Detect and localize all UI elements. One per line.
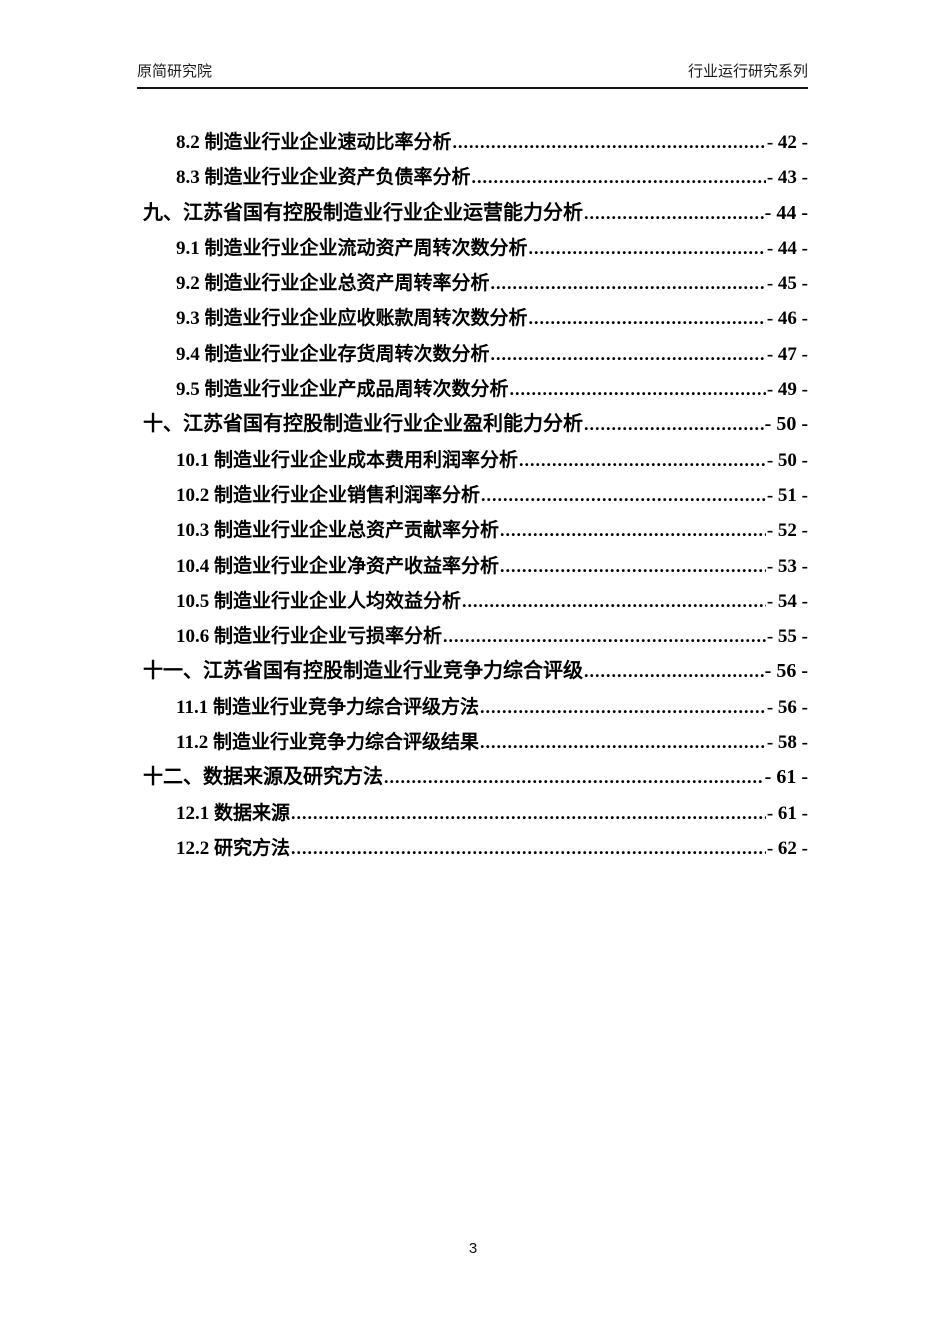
toc-entry-label: 10.1 制造业行业企业成本费用利润率分析 <box>176 449 519 471</box>
toc-leader-dots <box>472 160 766 195</box>
toc-entry[interactable]: 10.6 制造业行业企业亏损率分析 - 55 - <box>143 619 808 654</box>
toc-entry-label: 9.2 制造业行业企业总资产周转率分析 <box>176 273 490 295</box>
toc-entry-page: - 61 - <box>766 802 808 824</box>
toc-entry-label: 9.1 制造业行业企业流动资产周转次数分析 <box>176 237 528 259</box>
toc-entry[interactable]: 10.2 制造业行业企业销售利润率分析 - 51 - <box>143 478 808 513</box>
toc-leader-dots <box>529 301 766 336</box>
toc-entry-page: - 53 - <box>766 555 808 577</box>
toc-leader-dots <box>500 549 766 584</box>
toc-entry-page: - 49 - <box>766 379 808 401</box>
toc-entry[interactable]: 10.3 制造业行业企业总资产贡献率分析 - 52 - <box>143 513 808 548</box>
toc-entry-label: 10.3 制造业行业企业总资产贡献率分析 <box>176 520 500 542</box>
toc-entry[interactable]: 10.1 制造业行业企业成本费用利润率分析 - 50 - <box>143 443 808 478</box>
toc-leader-dots <box>500 513 766 548</box>
toc-entry[interactable]: 11.2 制造业行业竞争力综合评级结果 - 58 - <box>143 725 808 760</box>
toc-entry[interactable]: 9.2 制造业行业企业总资产周转率分析 - 45 - <box>143 266 808 301</box>
toc-entry-label: 9.5 制造业行业企业产成品周转次数分析 <box>176 379 509 401</box>
toc-leader-dots <box>384 760 764 795</box>
header-left-text: 原简研究院 <box>137 63 213 80</box>
toc-entry-label: 10.5 制造业行业企业人均效益分析 <box>176 590 462 612</box>
toc-entry-label: 九、江苏省国有控股制造业行业企业运营能力分析 <box>143 201 583 224</box>
toc-entry[interactable]: 十、江苏省国有控股制造业行业企业盈利能力分析 - 50 - <box>143 407 808 442</box>
toc-leader-dots <box>291 831 766 866</box>
toc-entry-label: 11.1 制造业行业竞争力综合评级方法 <box>176 696 479 718</box>
toc-leader-dots <box>491 337 766 372</box>
toc-entry-page: - 44 - <box>766 237 808 259</box>
toc-leader-dots <box>291 796 766 831</box>
toc-entry-page: - 54 - <box>766 590 808 612</box>
toc-entry-page: - 46 - <box>766 308 808 330</box>
toc-leader-dots <box>491 266 766 301</box>
toc-entry-page: - 50 - <box>766 449 808 471</box>
toc-leader-dots <box>453 125 766 160</box>
page-number: 3 <box>468 1240 478 1257</box>
toc-leader-dots <box>584 196 764 231</box>
toc-entry-label: 10.2 制造业行业企业销售利润率分析 <box>176 484 481 506</box>
toc-entry[interactable]: 9.4 制造业行业企业存货周转次数分析 - 47 - <box>143 337 808 372</box>
toc-entry[interactable]: 11.1 制造业行业竞争力综合评级方法 - 56 - <box>143 690 808 725</box>
toc-entry-label: 11.2 制造业行业竞争力综合评级结果 <box>176 732 479 754</box>
toc-entry-page: - 44 - <box>764 201 808 224</box>
toc-entry-label: 十一、江苏省国有控股制造业行业竞争力综合评级 <box>143 660 583 683</box>
toc-leader-dots <box>584 654 764 689</box>
header-divider <box>137 87 808 89</box>
page-header: 原简研究院 行业运行研究系列 <box>137 60 808 81</box>
toc-leader-dots <box>443 619 766 654</box>
page-footer: 3 <box>0 1240 946 1257</box>
toc-entry-label: 8.2 制造业行业企业速动比率分析 <box>176 132 452 153</box>
toc-entry-label: 10.4 制造业行业企业净资产收益率分析 <box>176 555 500 577</box>
toc-entry-label: 10.6 制造业行业企业亏损率分析 <box>176 626 443 648</box>
toc-entry[interactable]: 十一、江苏省国有控股制造业行业竞争力综合评级 - 56 - <box>143 654 808 689</box>
toc-entry[interactable]: 8.2 制造业行业企业速动比率分析 - 42 - <box>143 125 808 160</box>
toc-entry-label: 8.3 制造业行业企业资产负债率分析 <box>176 167 471 189</box>
toc-entry-page: - 55 - <box>766 626 808 648</box>
toc-entry-page: - 45 - <box>766 273 808 295</box>
toc-leader-dots <box>480 690 766 725</box>
toc-entry-page: - 61 - <box>764 766 808 789</box>
toc-entry-label: 9.4 制造业行业企业存货周转次数分析 <box>176 343 490 365</box>
toc-entry-page: - 52 - <box>766 520 808 542</box>
toc-entry[interactable]: 12.1 数据来源 - 61 - <box>143 796 808 831</box>
toc-entry[interactable]: 12.2 研究方法 - 62 - <box>143 831 808 866</box>
toc-entry-label: 9.3 制造业行业企业应收账款周转次数分析 <box>176 308 528 330</box>
toc-entry-page: - 62 - <box>766 837 808 859</box>
toc-entry-page: - 50 - <box>764 413 808 436</box>
toc-entry-label: 12.2 研究方法 <box>176 837 291 859</box>
toc-entry[interactable]: 10.4 制造业行业企业净资产收益率分析 - 53 - <box>143 549 808 584</box>
toc-entry-page: - 43 - <box>766 167 808 189</box>
toc-entry-page: - 42 - <box>766 132 808 153</box>
toc-leader-dots <box>481 478 766 513</box>
toc-entry-page: - 47 - <box>766 343 808 365</box>
toc-entry[interactable]: 十二、数据来源及研究方法 - 61 - <box>143 760 808 795</box>
toc-leader-dots <box>480 725 766 760</box>
toc-entry-page: - 56 - <box>766 696 808 718</box>
toc-entry-page: - 58 - <box>766 732 808 754</box>
toc-entry[interactable]: 九、江苏省国有控股制造业行业企业运营能力分析 - 44 - <box>143 196 808 231</box>
toc-leader-dots <box>519 443 766 478</box>
toc-entry-page: - 51 - <box>766 484 808 506</box>
toc-entry[interactable]: 8.3 制造业行业企业资产负债率分析 - 43 - <box>143 160 808 195</box>
toc-entry-label: 12.1 数据来源 <box>176 802 291 824</box>
toc-leader-dots <box>462 584 766 619</box>
table-of-contents: 8.2 制造业行业企业速动比率分析 - 42 - 8.3 制造业行业企业资产负债率分… <box>143 125 808 866</box>
header-right-text: 行业运行研究系列 <box>687 63 808 80</box>
toc-entry[interactable]: 9.1 制造业行业企业流动资产周转次数分析 - 44 - <box>143 231 808 266</box>
toc-entry[interactable]: 9.5 制造业行业企业产成品周转次数分析 - 49 - <box>143 372 808 407</box>
toc-entry-page: - 56 - <box>764 660 808 683</box>
toc-entry-label: 十二、数据来源及研究方法 <box>143 766 383 789</box>
toc-leader-dots <box>510 372 766 407</box>
toc-entry-label: 十、江苏省国有控股制造业行业企业盈利能力分析 <box>143 413 583 436</box>
toc-leader-dots <box>584 407 764 442</box>
toc-entry[interactable]: 10.5 制造业行业企业人均效益分析 - 54 - <box>143 584 808 619</box>
toc-leader-dots <box>529 231 766 266</box>
toc-entry[interactable]: 9.3 制造业行业企业应收账款周转次数分析 - 46 - <box>143 301 808 336</box>
